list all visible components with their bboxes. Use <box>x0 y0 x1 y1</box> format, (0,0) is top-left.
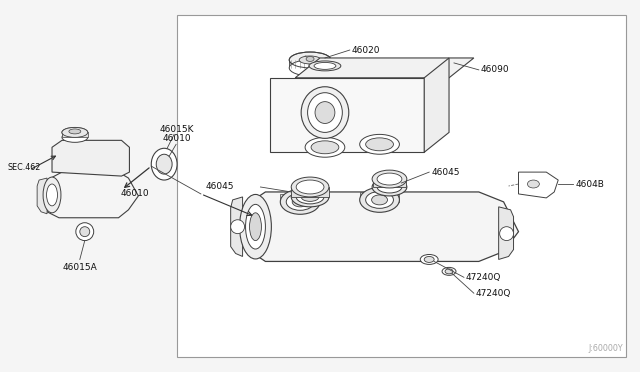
Ellipse shape <box>239 195 271 259</box>
Ellipse shape <box>47 184 58 206</box>
Text: 46090: 46090 <box>481 65 509 74</box>
Text: 46010: 46010 <box>121 189 149 198</box>
Polygon shape <box>47 172 138 218</box>
Ellipse shape <box>151 148 177 180</box>
Ellipse shape <box>156 154 172 174</box>
Circle shape <box>76 223 93 241</box>
FancyBboxPatch shape <box>177 15 626 357</box>
Ellipse shape <box>62 128 88 137</box>
Ellipse shape <box>246 204 266 249</box>
Ellipse shape <box>250 213 262 241</box>
Ellipse shape <box>280 189 320 214</box>
Polygon shape <box>270 78 424 152</box>
Polygon shape <box>250 192 518 262</box>
Text: 46015A: 46015A <box>63 263 98 272</box>
Ellipse shape <box>372 178 407 196</box>
Ellipse shape <box>372 170 407 188</box>
Text: 46010: 46010 <box>162 134 191 143</box>
Ellipse shape <box>442 267 456 275</box>
Ellipse shape <box>43 177 61 213</box>
Ellipse shape <box>286 193 314 210</box>
Polygon shape <box>424 58 449 152</box>
Ellipse shape <box>377 173 402 185</box>
Text: SEC.462: SEC.462 <box>7 163 41 171</box>
Polygon shape <box>291 187 329 197</box>
Ellipse shape <box>291 187 329 207</box>
Ellipse shape <box>69 129 81 134</box>
Ellipse shape <box>289 60 331 76</box>
Text: 4604B: 4604B <box>575 180 604 189</box>
Polygon shape <box>295 58 474 78</box>
Ellipse shape <box>309 61 341 71</box>
Ellipse shape <box>377 181 402 193</box>
Ellipse shape <box>365 138 394 151</box>
Ellipse shape <box>296 190 324 204</box>
Ellipse shape <box>527 180 540 188</box>
Ellipse shape <box>62 128 88 137</box>
Text: J:60000Y: J:60000Y <box>588 344 623 353</box>
Text: 46045: 46045 <box>206 183 234 192</box>
Ellipse shape <box>360 187 399 212</box>
Polygon shape <box>280 194 320 204</box>
Ellipse shape <box>360 134 399 154</box>
Ellipse shape <box>315 102 335 124</box>
Ellipse shape <box>306 57 314 61</box>
Text: 46015K: 46015K <box>159 125 194 134</box>
Ellipse shape <box>424 256 434 262</box>
Polygon shape <box>62 132 88 137</box>
Polygon shape <box>360 192 399 202</box>
Ellipse shape <box>301 87 349 138</box>
Circle shape <box>230 220 244 234</box>
Ellipse shape <box>311 141 339 154</box>
Ellipse shape <box>299 56 321 64</box>
Circle shape <box>500 227 513 241</box>
Polygon shape <box>518 172 558 198</box>
Ellipse shape <box>445 269 453 274</box>
Ellipse shape <box>365 192 394 208</box>
Ellipse shape <box>289 52 331 68</box>
Polygon shape <box>499 207 513 259</box>
Ellipse shape <box>62 132 88 142</box>
Text: 46020: 46020 <box>352 45 380 55</box>
Ellipse shape <box>296 180 324 194</box>
Polygon shape <box>372 179 406 187</box>
Circle shape <box>80 227 90 237</box>
Ellipse shape <box>314 62 336 69</box>
Polygon shape <box>52 140 129 176</box>
Polygon shape <box>289 60 331 68</box>
Text: 47240Q: 47240Q <box>476 289 511 298</box>
Ellipse shape <box>292 197 308 207</box>
Ellipse shape <box>308 93 342 132</box>
Text: 46045: 46045 <box>431 168 460 177</box>
Polygon shape <box>230 197 243 256</box>
Ellipse shape <box>420 254 438 264</box>
Text: 47240Q: 47240Q <box>466 273 501 282</box>
Polygon shape <box>37 178 47 214</box>
Ellipse shape <box>301 192 319 201</box>
Ellipse shape <box>305 137 345 157</box>
Ellipse shape <box>372 195 387 205</box>
Ellipse shape <box>291 177 329 197</box>
